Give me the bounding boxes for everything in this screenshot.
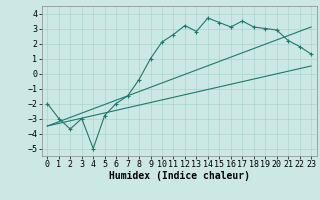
- X-axis label: Humidex (Indice chaleur): Humidex (Indice chaleur): [109, 171, 250, 181]
